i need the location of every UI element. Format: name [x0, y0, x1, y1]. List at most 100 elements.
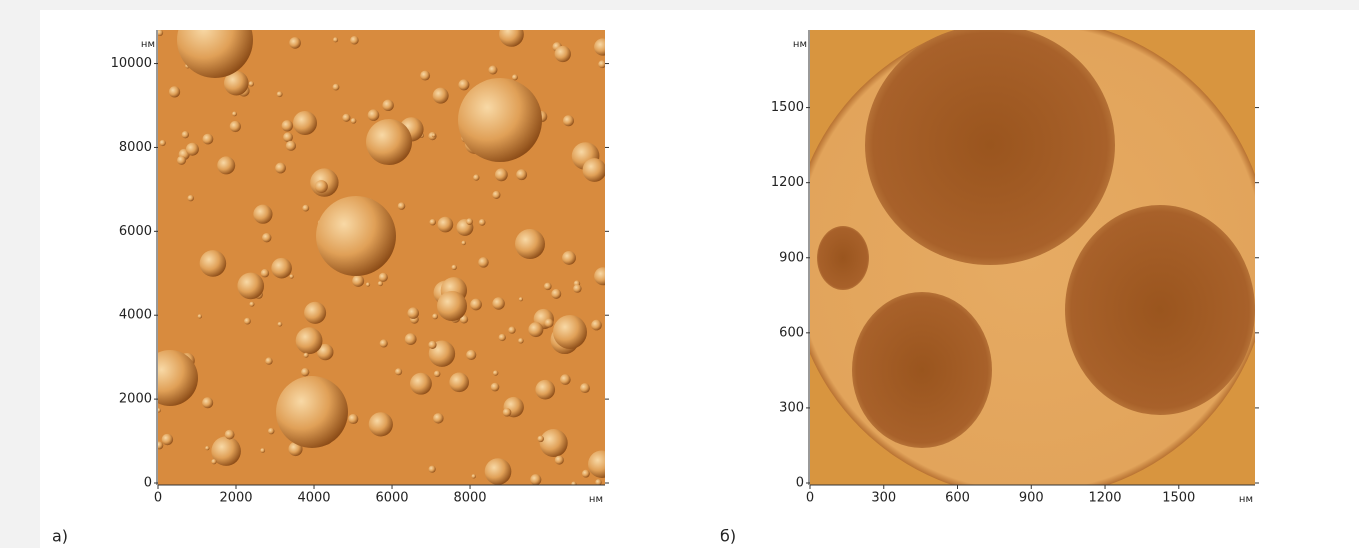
droplet	[537, 436, 543, 442]
droplet	[198, 314, 202, 318]
droplet	[499, 334, 506, 341]
droplet	[200, 250, 227, 277]
droplet	[544, 319, 553, 328]
droplet	[428, 341, 436, 349]
droplet	[352, 275, 364, 287]
droplet	[237, 273, 264, 300]
x-tick-label: 0	[154, 491, 162, 506]
droplet	[268, 428, 274, 434]
droplet	[563, 115, 574, 126]
afm-image-a	[142, 2, 616, 487]
page: 020004000600080001000002000400060008000н…	[0, 0, 1359, 548]
droplet	[495, 168, 508, 181]
droplet	[535, 380, 555, 400]
x-tick-label: 1500	[1162, 491, 1195, 506]
droplet	[398, 202, 405, 209]
droplet	[555, 456, 564, 465]
droplet	[434, 371, 440, 377]
y-tick-label: 1200	[771, 175, 804, 190]
droplet	[466, 350, 476, 360]
x-tick-label: 8000	[453, 491, 486, 506]
droplet	[261, 269, 269, 277]
panel-label: б)	[720, 527, 736, 546]
droplet	[205, 446, 209, 450]
droplet	[282, 120, 293, 131]
droplet	[368, 109, 380, 121]
droplet	[515, 229, 545, 259]
droplet	[518, 338, 523, 343]
droplet	[271, 258, 292, 279]
droplet	[275, 163, 286, 174]
droplet	[583, 158, 607, 182]
droplet	[508, 327, 515, 334]
droplet	[162, 434, 173, 445]
droplet	[260, 448, 265, 453]
droplet	[437, 291, 467, 321]
droplet	[302, 205, 309, 212]
droplet	[492, 191, 500, 199]
droplet	[188, 195, 194, 201]
y-tick-label: 0	[796, 476, 804, 491]
droplet	[160, 140, 166, 146]
droplet	[493, 370, 498, 375]
droplet	[544, 283, 552, 291]
droplet	[433, 88, 449, 104]
y-tick-label: 600	[779, 325, 804, 340]
droplet	[379, 273, 388, 282]
x-tick-label: 1200	[1088, 491, 1121, 506]
droplet	[333, 37, 338, 42]
droplet	[553, 315, 587, 349]
droplet	[378, 281, 383, 286]
y-tick-label: 4000	[119, 308, 152, 323]
y-axis-unit: нм	[793, 39, 807, 50]
droplet	[333, 84, 340, 91]
droplet	[562, 251, 576, 265]
droplet	[540, 429, 568, 457]
droplet	[366, 282, 370, 286]
x-tick-label: 0	[806, 491, 814, 506]
droplet	[410, 373, 432, 395]
droplet	[296, 327, 323, 354]
droplet	[277, 91, 283, 97]
y-tick-label: 6000	[119, 224, 152, 239]
droplet	[286, 141, 296, 151]
droplet	[582, 470, 590, 478]
droplet	[452, 265, 457, 270]
droplet	[555, 46, 571, 62]
droplet	[519, 297, 523, 301]
y-axis-unit: нм	[141, 39, 155, 50]
droplet	[276, 376, 348, 448]
droplet	[458, 78, 542, 162]
droplet	[461, 241, 465, 245]
droplet	[429, 219, 435, 225]
y-tick-label: 10000	[111, 56, 152, 71]
droplet	[528, 322, 543, 337]
x-tick-label: 4000	[297, 491, 330, 506]
droplet	[369, 412, 393, 436]
droplet	[249, 302, 254, 307]
droplet	[512, 74, 518, 80]
droplet	[177, 156, 186, 165]
droplet	[350, 36, 359, 45]
y-tick-label: 0	[144, 476, 152, 491]
droplet	[304, 302, 326, 324]
droplet	[472, 474, 476, 478]
droplet	[315, 180, 328, 193]
droplet	[382, 100, 393, 111]
droplet	[289, 37, 301, 49]
panel-label: а)	[52, 527, 68, 546]
droplet	[289, 274, 293, 278]
droplet	[225, 430, 235, 440]
droplet	[479, 219, 486, 226]
droplet	[217, 156, 235, 174]
afm-image-b	[790, 18, 1270, 498]
droplet	[182, 131, 189, 138]
droplet	[420, 71, 430, 81]
droplet	[211, 459, 216, 464]
droplet	[407, 307, 419, 319]
droplet	[429, 466, 436, 473]
droplet	[203, 134, 214, 145]
droplet	[551, 289, 561, 299]
x-tick-label: 2000	[219, 491, 252, 506]
droplet	[491, 383, 500, 392]
